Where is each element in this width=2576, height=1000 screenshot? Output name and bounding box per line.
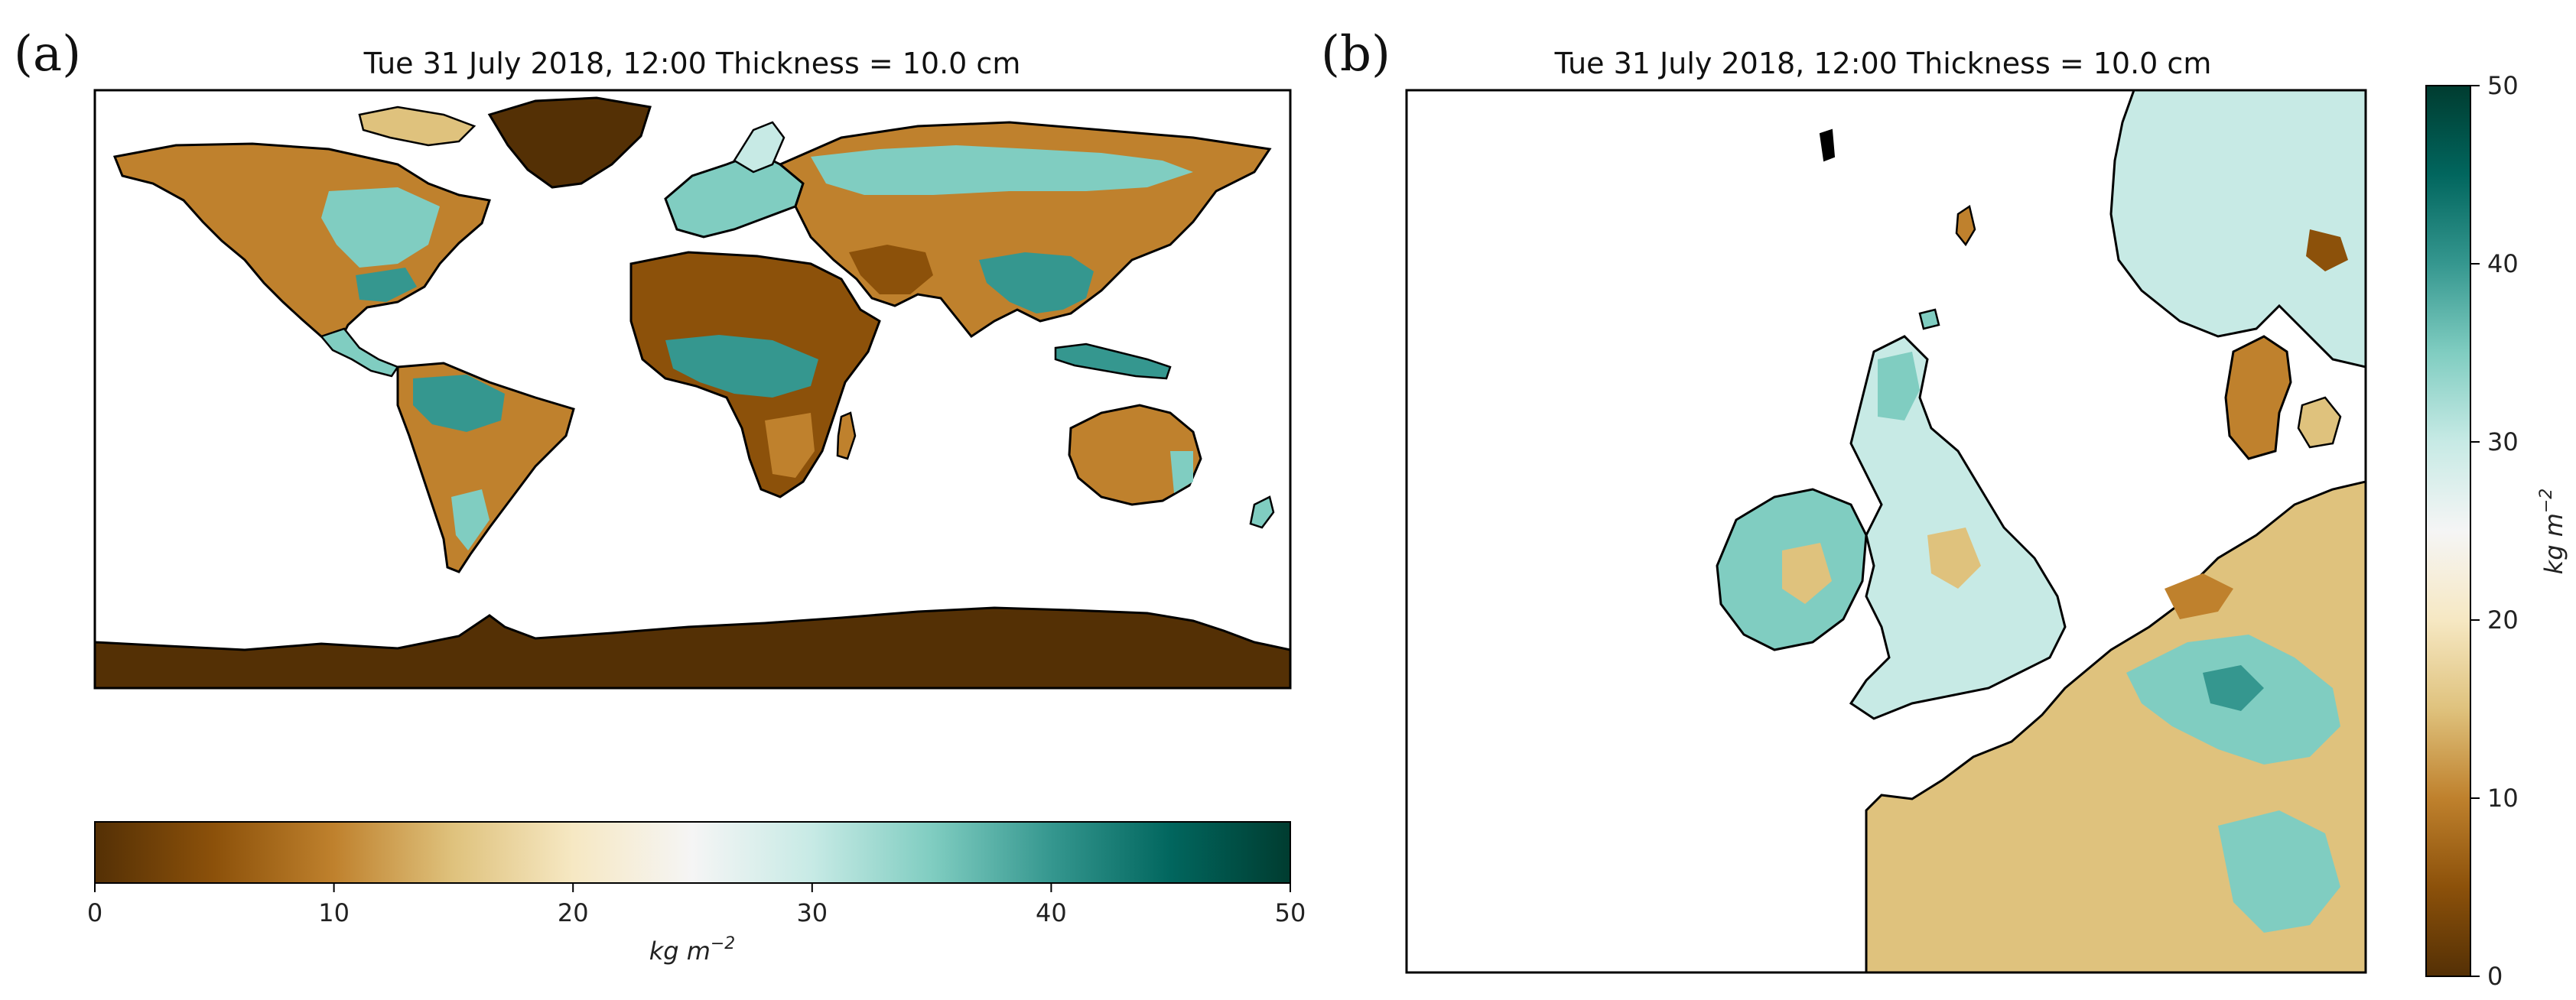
title-b: Tue 31 July 2018, 12:00 Thickness = 10.0… (1554, 47, 2212, 80)
title-a: Tue 31 July 2018, 12:00 Thickness = 10.0… (363, 47, 1021, 80)
land-amazon (413, 375, 505, 432)
colorbar-b-tick-label: 0 (2487, 962, 2503, 991)
land-greenland (487, 96, 652, 189)
land-norway-brown (2306, 229, 2348, 271)
land-australia-east (1170, 451, 1193, 493)
colorbar-b-ticks: 0 10 20 30 40 50 (2470, 71, 2519, 991)
land-scotland (1878, 352, 1920, 420)
colorbar-a-tick-label: 50 (1275, 898, 1306, 927)
land-faroe (1819, 128, 1836, 162)
land-south-teal (2218, 810, 2340, 933)
colorbar-a-tick-label: 10 (318, 898, 350, 927)
land-siberia (811, 145, 1193, 195)
colorbar-a-label: kg m−2 (649, 934, 736, 966)
panel-label-b: (b) (1321, 26, 1390, 83)
land-central-america (319, 327, 399, 378)
land-middle-east (849, 245, 933, 294)
map-a-frame (93, 89, 1292, 690)
colorbar-a-tick-label: 20 (558, 898, 589, 927)
land-arctic-islands (358, 106, 476, 147)
land-scandinavia (733, 121, 785, 174)
colorbar-a-tick-label: 0 (87, 898, 102, 927)
colorbar-b-label: kg m−2 (2537, 489, 2568, 575)
land-se-asia-islands (1054, 343, 1172, 380)
land-shetland (1955, 204, 1976, 247)
land-madagascar (836, 411, 857, 460)
map-b-frame (1405, 89, 2367, 974)
land-north-america-southeast (356, 268, 417, 302)
land-norway (2109, 90, 2366, 369)
colorbar-b-tick-label: 30 (2487, 427, 2519, 456)
land-great-britain (1849, 335, 2067, 720)
land-orkney (1918, 308, 1940, 330)
land-ireland-tan (1782, 543, 1832, 604)
land-new-zealand (1249, 495, 1275, 529)
land-australia (1068, 404, 1202, 506)
colorbar-b-tick-label: 40 (2487, 249, 2519, 278)
land-england-mid (1927, 528, 1981, 589)
colorbar-b (2425, 85, 2471, 977)
land-africa-south (765, 413, 815, 478)
global-map (95, 90, 1290, 688)
panel-a: (a) Tue 31 July 2018, 12:00 Thickness = … (14, 26, 1306, 966)
land-north-america-east (321, 187, 440, 268)
colorbar-a (94, 821, 1291, 884)
land-south-asia (979, 252, 1094, 313)
land-denmark-islands (2297, 396, 2342, 449)
land-germany-teal (2203, 665, 2264, 711)
colorbar-a-tick-label: 40 (1036, 898, 1067, 927)
colorbar-b-tick-label: 10 (2487, 784, 2519, 813)
panel-b: (b) Tue 31 July 2018, 12:00 Thickness = … (1321, 26, 2568, 991)
colorbar-a-tick-label: 30 (796, 898, 828, 927)
panel-label-a: (a) (14, 26, 81, 83)
colorbar-b-tick-label: 20 (2487, 606, 2519, 635)
europe-map (1407, 90, 2366, 972)
land-south-america-south (451, 489, 490, 550)
colorbar-a-ticks: 0 10 20 30 40 50 (87, 883, 1306, 927)
land-antarctica (95, 606, 1290, 688)
land-denmark (2224, 335, 2292, 460)
land-africa-tropics (665, 335, 818, 398)
colorbar-b-tick-label: 50 (2487, 71, 2519, 100)
land-continent-brown (2165, 573, 2233, 619)
